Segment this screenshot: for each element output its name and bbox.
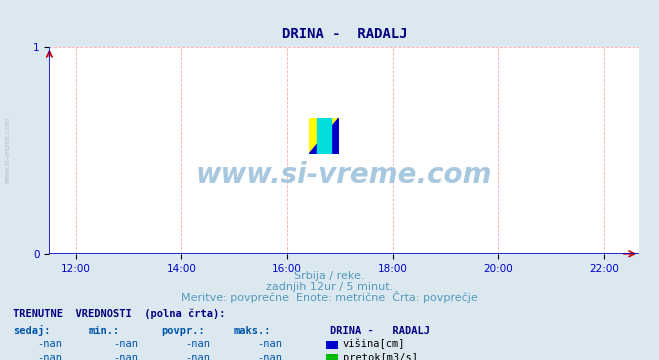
Title: DRINA -  RADALJ: DRINA - RADALJ xyxy=(281,27,407,41)
Text: www.si-vreme.com: www.si-vreme.com xyxy=(5,117,11,183)
Text: TRENUTNE  VREDNOSTI  (polna črta):: TRENUTNE VREDNOSTI (polna črta): xyxy=(13,308,225,319)
Text: -nan: -nan xyxy=(258,353,283,360)
Text: Srbija / reke.: Srbija / reke. xyxy=(295,271,364,281)
Text: maks.:: maks.: xyxy=(234,326,272,336)
Text: zadnjih 12ur / 5 minut.: zadnjih 12ur / 5 minut. xyxy=(266,282,393,292)
Text: -nan: -nan xyxy=(37,339,62,350)
Text: povpr.:: povpr.: xyxy=(161,326,205,336)
Polygon shape xyxy=(309,118,339,154)
Text: www.si-vreme.com: www.si-vreme.com xyxy=(196,161,492,189)
Text: višina[cm]: višina[cm] xyxy=(343,339,405,350)
Text: -nan: -nan xyxy=(258,339,283,350)
Text: sedaj:: sedaj: xyxy=(13,325,51,336)
Text: -nan: -nan xyxy=(113,339,138,350)
Text: -nan: -nan xyxy=(113,353,138,360)
Text: -nan: -nan xyxy=(185,353,210,360)
Text: pretok[m3/s]: pretok[m3/s] xyxy=(343,353,418,360)
Text: min.:: min.: xyxy=(89,326,120,336)
Polygon shape xyxy=(317,118,331,154)
Text: -nan: -nan xyxy=(185,339,210,350)
Text: -nan: -nan xyxy=(37,353,62,360)
Text: Meritve: povprečne  Enote: metrične  Črta: povprečje: Meritve: povprečne Enote: metrične Črta:… xyxy=(181,291,478,303)
Text: DRINA -   RADALJ: DRINA - RADALJ xyxy=(330,326,430,336)
Polygon shape xyxy=(309,118,339,154)
